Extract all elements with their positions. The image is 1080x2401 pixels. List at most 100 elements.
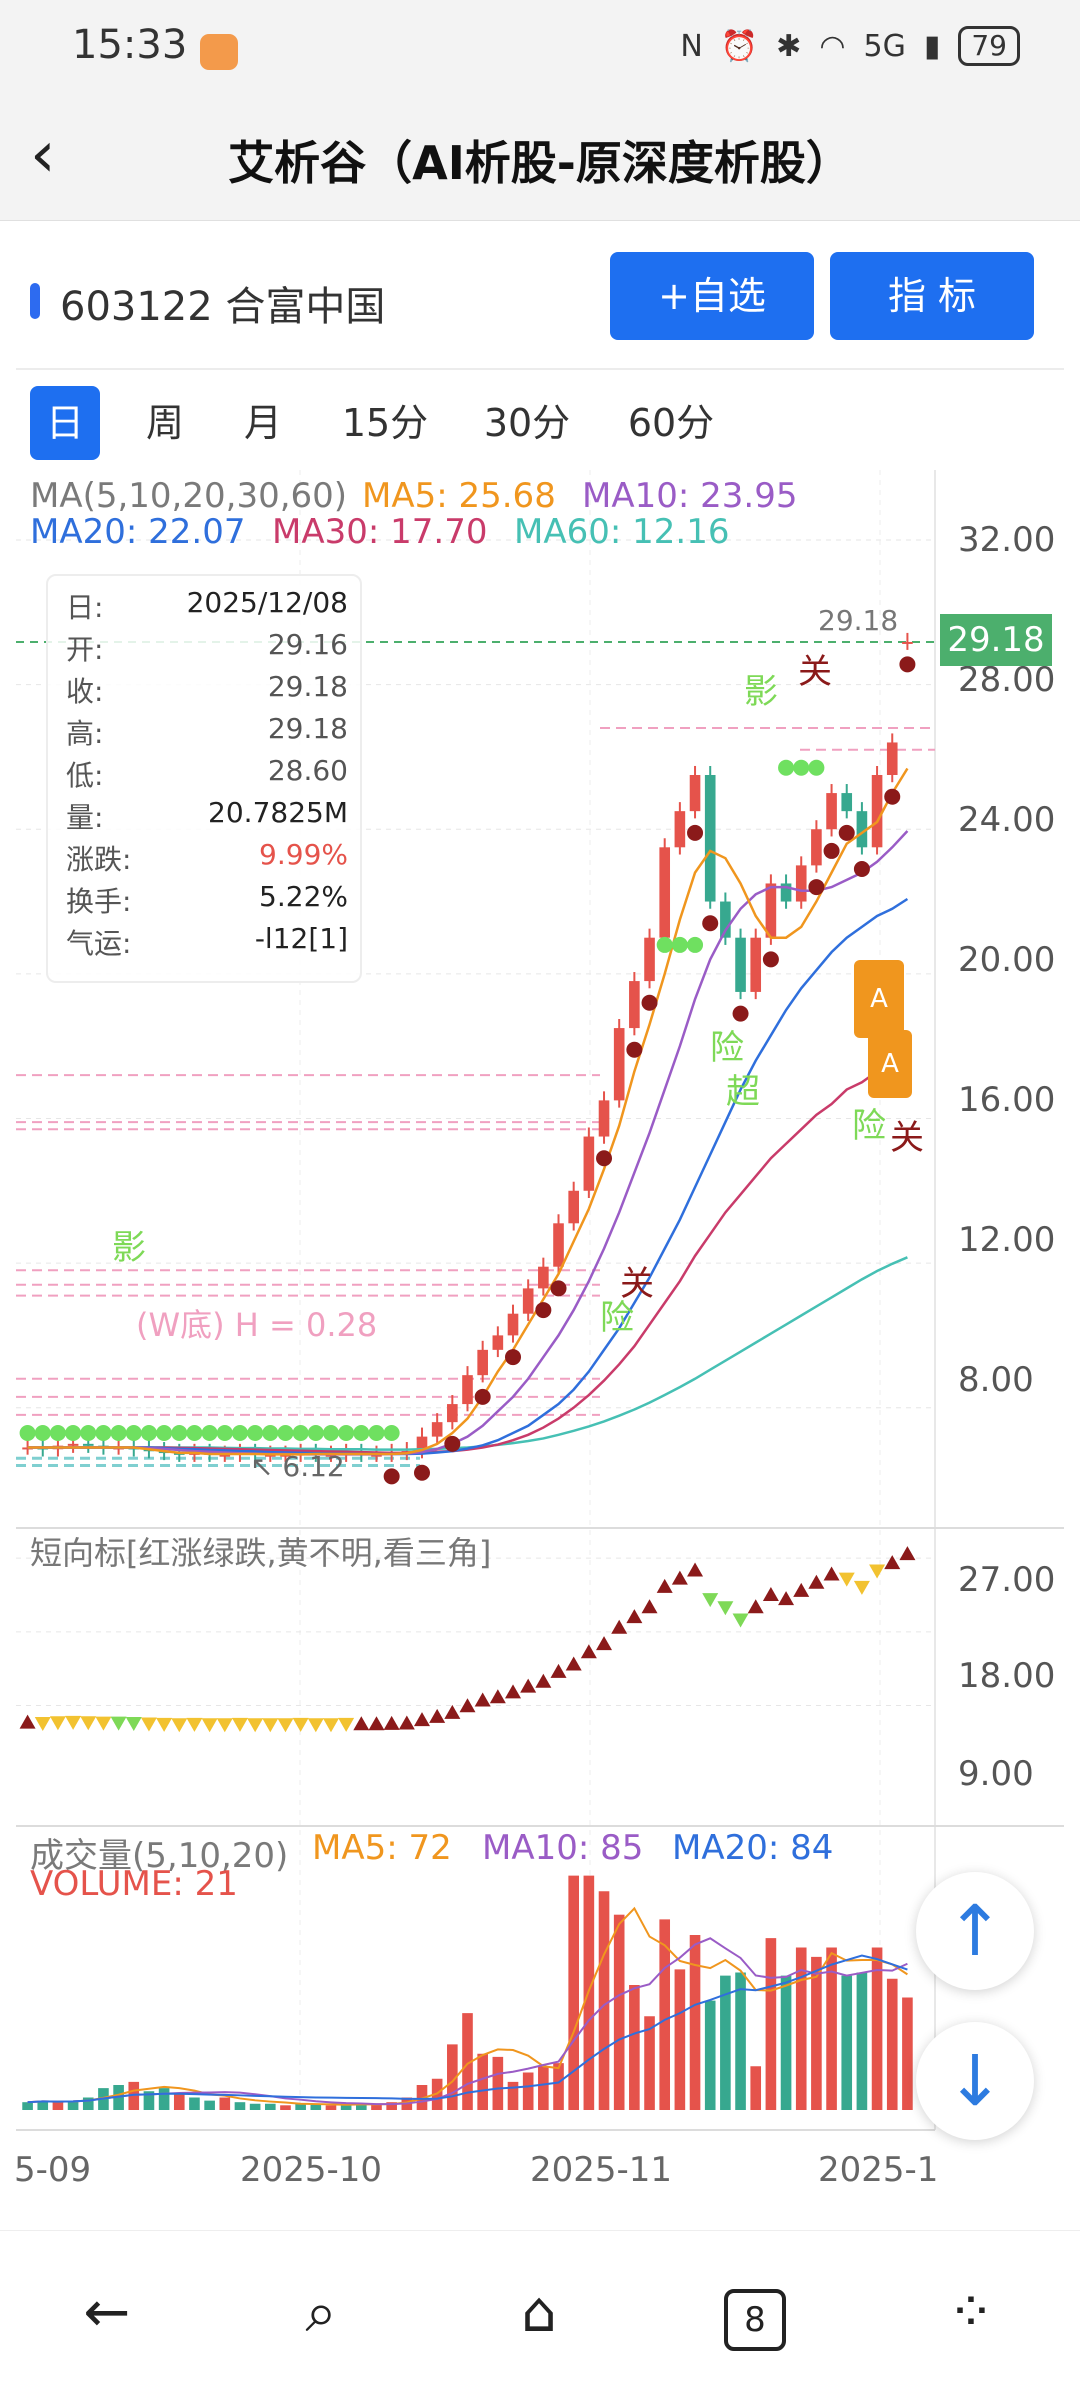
info-value: 28.60 [267,754,348,787]
ma10-legend: MA10: 23.95 [582,476,798,516]
volume-title: 成交量(5,10,20) [30,1836,289,1876]
red-signal-dot [550,1280,567,1297]
volume-bar [507,2081,519,2110]
volume-bar [886,1978,898,2110]
info-label: 开: [66,633,104,666]
status-bar [0,0,1080,95]
green-signal-dot [292,1425,309,1441]
short-triangle [277,1718,294,1733]
info-value: 2025/12/08 [186,586,348,619]
volume-bar [143,2091,155,2110]
short-triangle [156,1717,173,1732]
home-icon[interactable]: ⌂ [521,2280,557,2345]
short-triangle [322,1718,339,1733]
short-triangle [80,1716,97,1731]
candle-body [644,937,655,982]
green-signal-dot [793,759,810,776]
price-axis-label: 24.00 [958,800,1056,840]
info-label: 高: [66,717,104,750]
tab-month[interactable]: 月 [243,401,282,445]
info-row: 涨跌: 9.99% [66,838,348,880]
info-label: 量: [66,801,104,834]
candle-body [325,1454,337,1457]
chevron-left-icon[interactable]: ‹ [30,118,56,192]
vol-ma20-legend: MA20: 84 [672,1828,834,1868]
indicator-button[interactable]: 指 标 [830,252,1034,340]
short-triangle [550,1663,567,1678]
info-value: 29.18 [267,670,348,703]
short-indicator-panel [16,1546,935,1733]
info-label: 换手: [66,885,132,918]
tab-day[interactable]: 日 [30,386,100,460]
green-signal-dot [140,1425,157,1441]
green-signal-dot [808,759,825,776]
short-triangle [247,1718,264,1733]
short-triangle [383,1715,400,1730]
candle-body [689,775,701,812]
a-signal-badge: A [854,960,904,1038]
short-triangle [353,1716,370,1731]
candle-body [22,1447,33,1450]
green-signal-dot [247,1425,264,1441]
stock-name: 603122 合富中国 [60,284,386,330]
short-triangle [747,1599,764,1614]
volume-bar [826,1947,837,2110]
candle-body [280,1454,291,1457]
green-signal-dot [778,759,795,776]
short-triangle [65,1715,82,1730]
red-signal-dot [838,824,855,841]
green-signal-dot [656,936,673,953]
price-axis-label: 32.00 [958,520,1056,560]
short-triangle [808,1574,825,1589]
short-triangle [505,1684,522,1699]
tab-60min[interactable]: 60分 [627,401,715,445]
red-signal-dot [808,879,825,896]
volume-bar [173,2094,185,2110]
status-icons: N ⏰ ✱ ◠ 5G ▮ 79 [680,26,1020,66]
short-triangle [489,1689,506,1704]
volume-bar [720,1975,731,2110]
candle-body [507,1313,519,1336]
divider [16,368,1064,370]
back-arrow-icon[interactable]: ← [83,2280,131,2345]
green-signal-dot [383,1425,400,1441]
short-triangle [292,1717,309,1732]
scroll-down-icon[interactable]: ↓ [916,2022,1034,2140]
short-triangle [413,1712,430,1727]
tab-week[interactable]: 周 [145,401,184,445]
tab-30min[interactable]: 30分 [483,401,571,445]
nfc-icon: N [680,28,703,64]
tabs-icon[interactable]: 8 [710,2268,800,2358]
menu-icon[interactable]: ⁘ [947,2280,995,2345]
candle-body [720,901,731,938]
volume-bar [158,2088,170,2110]
vol-ma5-legend: MA5: 72 [312,1828,452,1868]
candle-body [553,1223,564,1267]
ma-legend-title: MA(5,10,20,30,60) [30,476,348,516]
short-triangle [201,1718,218,1733]
volume-bar [52,2102,64,2110]
candle-body [780,883,792,902]
red-signal-dot [702,915,719,932]
search-icon[interactable]: ⌕ [305,2280,337,2345]
volume-bar [613,1914,625,2110]
volume-bar [644,2016,655,2110]
volume-bar [538,2066,549,2110]
add-watchlist-button[interactable]: +自选 [610,252,814,340]
volume-bar [128,2081,140,2110]
ma60-line [27,1256,908,1451]
scroll-up-icon[interactable]: ↑ [916,1872,1034,1990]
red-signal-dot [383,1468,400,1485]
info-value: 29.16 [267,628,348,661]
ma5-legend: MA5: 25.68 [362,476,556,516]
app-notification-icon [200,34,238,70]
candle-body [613,1028,625,1101]
candle-body [886,742,898,775]
tab-15min[interactable]: 15分 [341,401,429,445]
price-axis-label: 8.00 [958,1360,1034,1400]
stock-chart[interactable] [0,470,1080,2190]
short-axis-label: 9.00 [958,1754,1034,1794]
red-signal-dot [899,656,916,673]
candle-body [704,775,716,902]
volume-bar [553,2063,564,2110]
